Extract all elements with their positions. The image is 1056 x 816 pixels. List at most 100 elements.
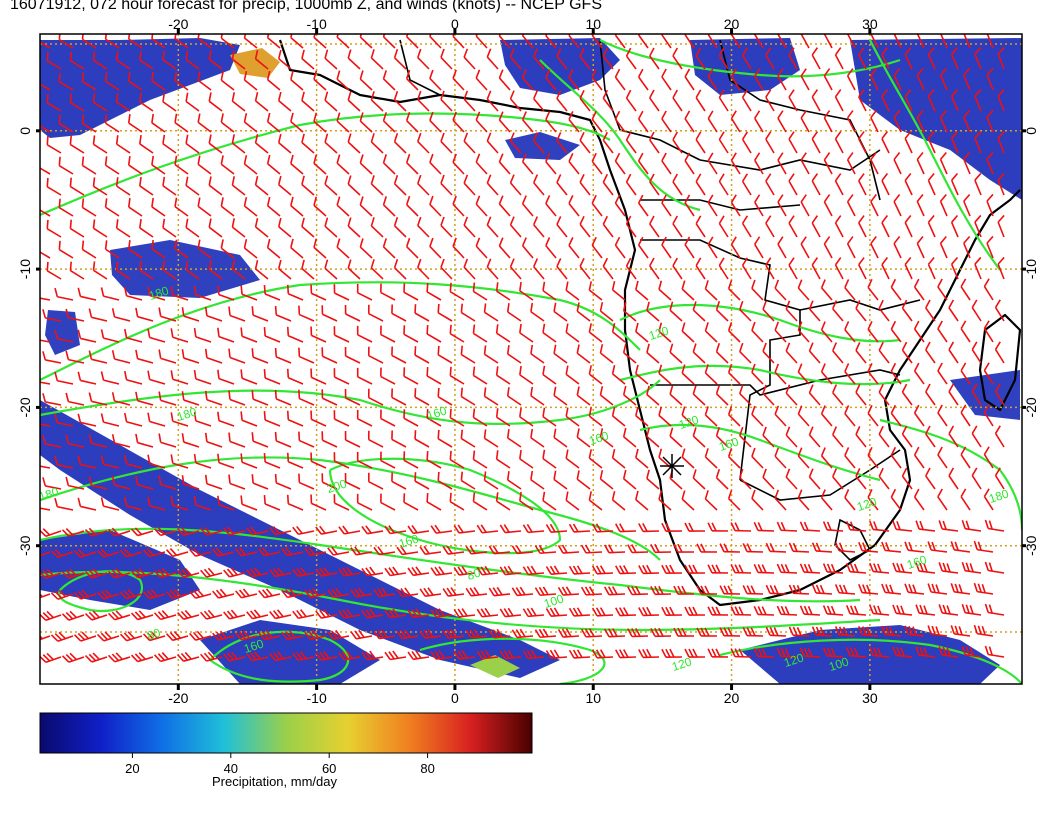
wind-barb (602, 215, 614, 238)
wind-barb (822, 605, 844, 616)
wind-barb (426, 493, 442, 511)
wind-barb (449, 450, 465, 469)
wind-barb (185, 176, 200, 196)
wind-barb (393, 175, 407, 196)
wind-barb (878, 383, 890, 406)
wind-barb (858, 257, 867, 280)
wind-barb (808, 342, 821, 364)
wind-barb (452, 237, 465, 259)
wind-barb (324, 217, 338, 238)
wind-barb (139, 260, 154, 280)
wind-barb (739, 384, 752, 406)
wind-barb (42, 393, 62, 406)
wind-barb (449, 366, 465, 385)
wind-barb (568, 237, 580, 259)
wind-barb (820, 447, 833, 469)
wind-barb (727, 405, 741, 427)
wind-barb (579, 173, 591, 196)
height-contour (419, 637, 606, 684)
wind-barb (669, 469, 683, 490)
wind-barb (243, 239, 258, 259)
contour-label: 120 (782, 650, 806, 670)
wind-barb (855, 426, 867, 448)
wind-barb (556, 216, 568, 238)
wind-barb (511, 586, 534, 597)
wind-barb (107, 527, 131, 537)
wind-barb (356, 325, 373, 343)
wind-barb (384, 608, 407, 619)
wind-barb (111, 350, 131, 364)
wind-barb (948, 467, 959, 490)
wind-barb (893, 152, 902, 175)
wind-barb (465, 628, 488, 639)
wind-barb (170, 454, 189, 469)
wind-barb (359, 238, 373, 259)
wind-barb (870, 152, 879, 175)
wind-barb (878, 467, 890, 490)
wind-barb (635, 490, 649, 511)
wind-barb (579, 47, 591, 70)
wind-barb (707, 68, 718, 91)
wind-barb (88, 308, 108, 322)
wind-barb (974, 214, 982, 238)
wind-barb (54, 455, 74, 469)
wind-barb (646, 343, 660, 364)
wind-barb (681, 364, 695, 385)
wind-barb (797, 279, 810, 301)
wind-barb (449, 324, 465, 343)
wind-barb (776, 521, 798, 532)
wind-barb (46, 51, 62, 70)
wind-barb (123, 286, 143, 301)
wind-barb (565, 449, 580, 469)
wind-barb (844, 279, 856, 301)
wind-barb (336, 154, 350, 175)
wind-barb (811, 131, 821, 154)
lon-tick-label-top: 10 (585, 16, 601, 32)
wind-barb (855, 300, 867, 322)
wind-barb (356, 451, 373, 469)
wind-barb (684, 522, 706, 532)
wind-barb (84, 527, 108, 537)
wind-barb (185, 134, 200, 154)
wind-barb (939, 193, 948, 217)
wind-barb (599, 344, 614, 364)
wind-barb (867, 488, 879, 511)
wind-barb (591, 236, 603, 259)
wind-barb (498, 69, 511, 91)
wind-barb (715, 427, 729, 448)
wind-barb (627, 627, 649, 638)
wind-barb (673, 543, 695, 553)
wind-barb (367, 430, 384, 448)
wind-barb (84, 568, 108, 579)
wind-barb (937, 404, 948, 427)
wind-barb (147, 412, 166, 427)
wind-barb (405, 111, 419, 133)
wind-barb (301, 91, 315, 112)
wind-barb (147, 370, 166, 385)
wind-barb (189, 547, 212, 557)
wind-barb (893, 34, 902, 49)
wind-barb (181, 433, 200, 448)
wind-barb (844, 405, 856, 427)
wind-barb (104, 240, 120, 259)
wind-barb (301, 217, 315, 238)
wind-barb (77, 371, 97, 385)
wind-barb (927, 130, 936, 154)
wind-barb (614, 152, 626, 175)
wind-barb (625, 89, 637, 112)
lon-tick-label-bottom: 20 (724, 690, 740, 706)
wind-barb (42, 435, 62, 448)
wind-barb (650, 585, 672, 596)
wind-barb (440, 48, 453, 70)
wind-barb (104, 34, 120, 49)
wind-barb (845, 521, 867, 532)
wind-barb (915, 520, 936, 532)
wind-barb (730, 34, 741, 49)
wind-barb (111, 308, 131, 322)
wind-barb (762, 426, 775, 448)
wind-barb (301, 133, 315, 154)
wind-barb (42, 351, 62, 364)
wind-barb (580, 628, 603, 638)
wind-barb (542, 323, 557, 343)
wind-barb (486, 174, 499, 196)
